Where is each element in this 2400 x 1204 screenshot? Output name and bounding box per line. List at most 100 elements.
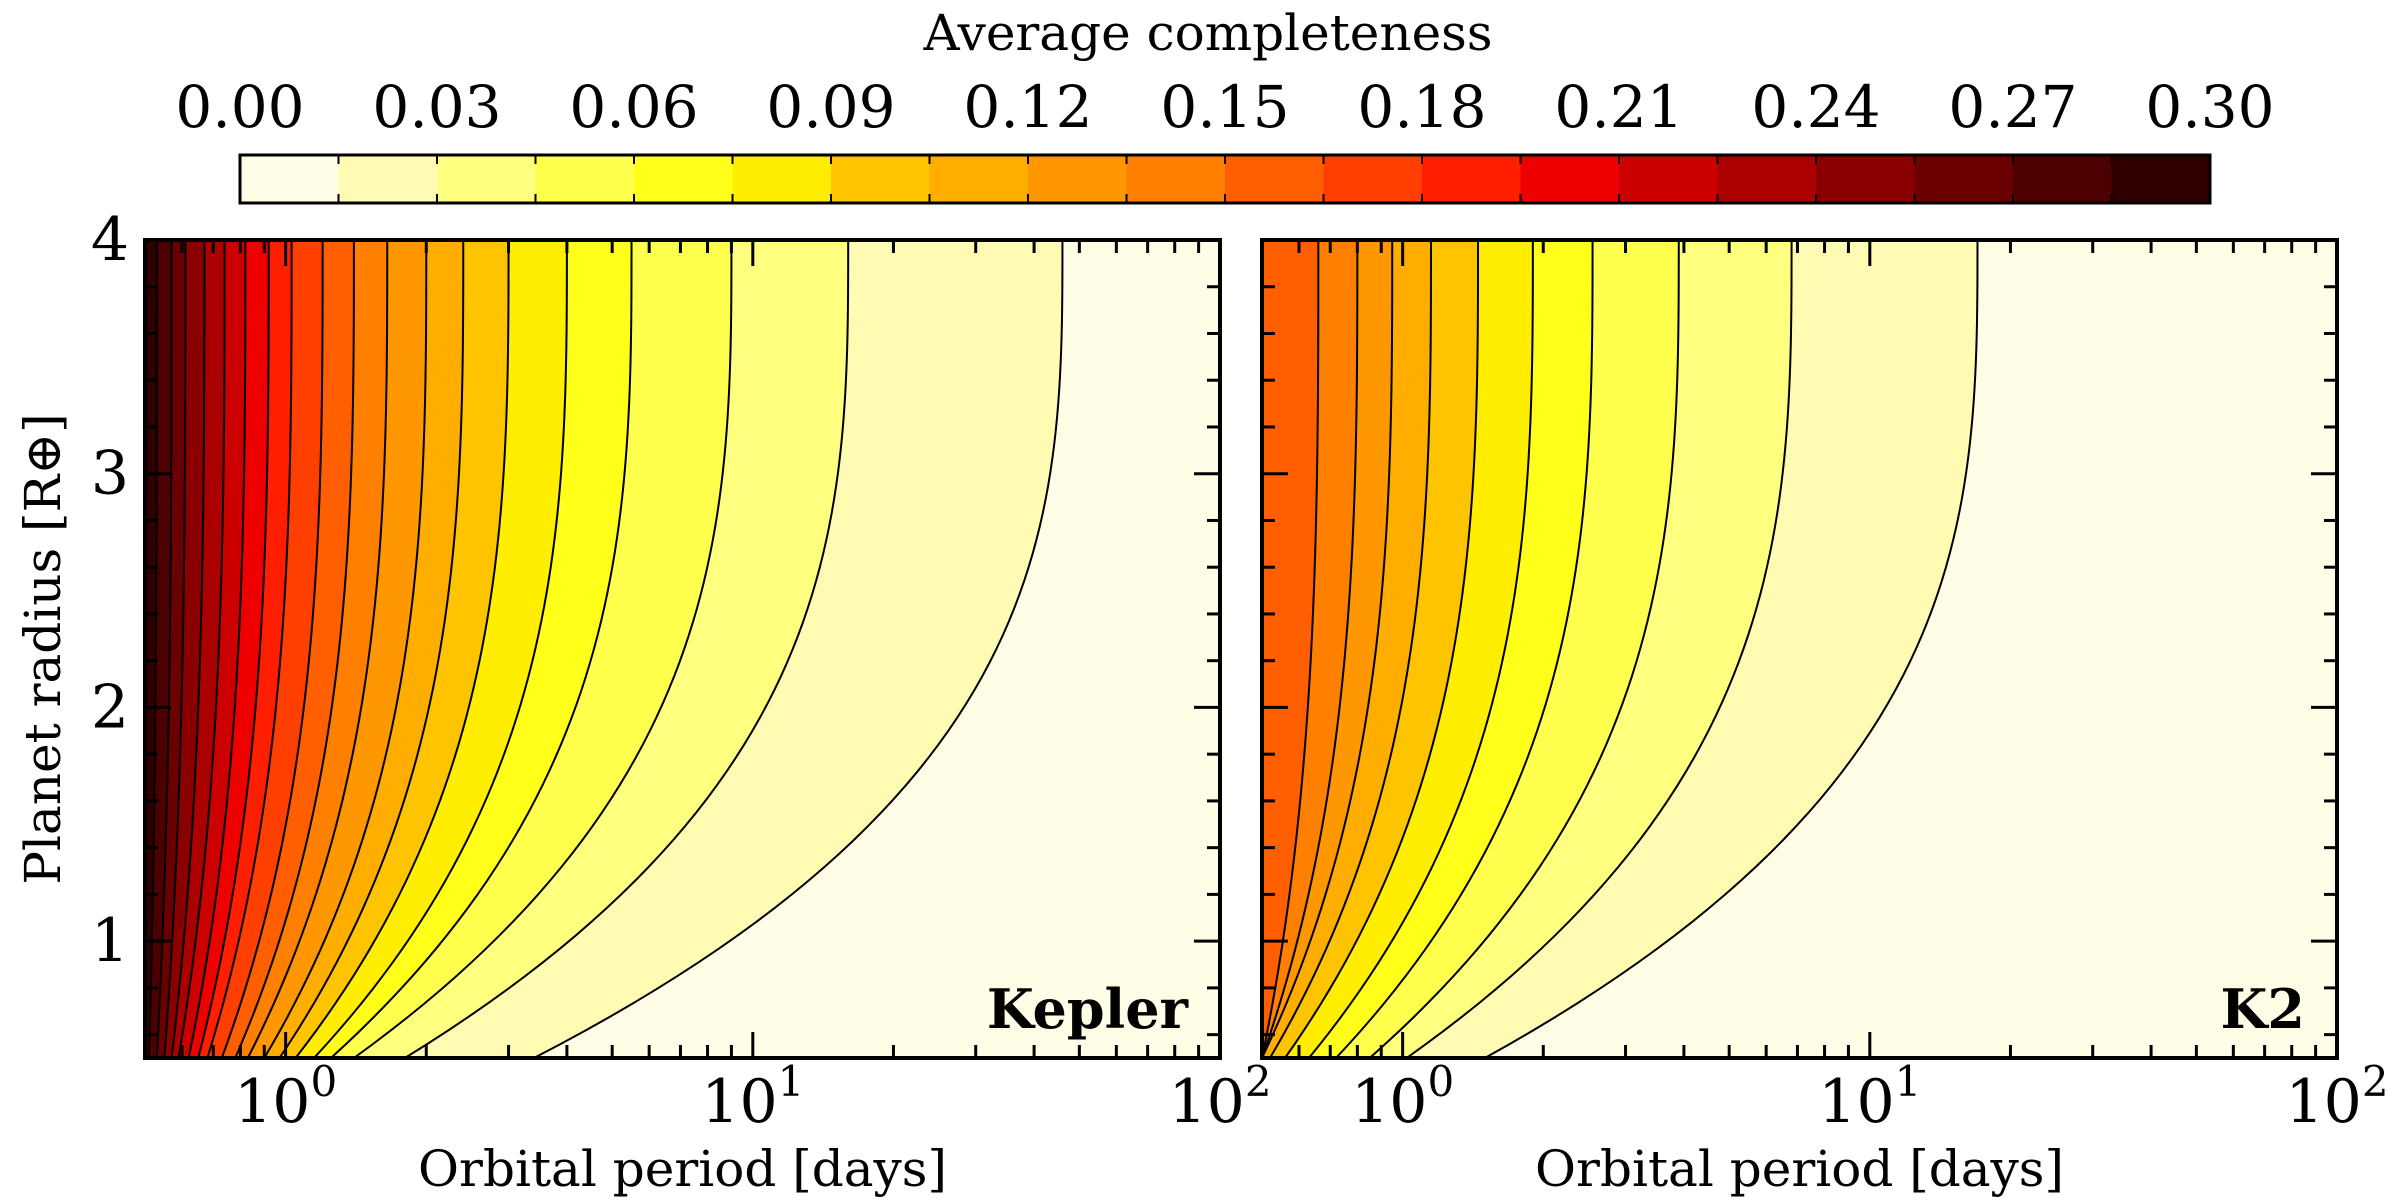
x-ticks	[1260, 240, 2339, 1058]
y-tick-label: 3	[91, 439, 129, 509]
contour-line	[294, 240, 510, 1058]
colorbar-cell	[1028, 155, 1128, 203]
x-tick-label-base: 10	[701, 1067, 777, 1137]
x-tick-label-exponent: 1	[778, 1057, 805, 1106]
contour-line	[1262, 240, 1394, 1058]
y-tick-label: 4	[91, 205, 129, 275]
colorbar-tick-label: 0.00	[175, 73, 304, 141]
contour-line	[313, 240, 568, 1058]
x-tick-label-base: 10	[1351, 1067, 1427, 1137]
colorbar-cell	[1225, 155, 1325, 203]
x-tick-label-base: 10	[2285, 1067, 2361, 1137]
colorbar-cell	[240, 155, 340, 203]
colorbar-cell	[1816, 155, 1916, 203]
y-tick-label: 1	[91, 906, 129, 976]
contour-line	[246, 240, 389, 1058]
y-ticks	[145, 238, 1220, 1037]
contour-fill-group	[145, 240, 1220, 1058]
contour-band	[1484, 240, 2337, 1058]
panel-label: Kepler	[987, 977, 1189, 1041]
contour-line	[404, 240, 850, 1058]
colorbar-cell	[2013, 155, 2113, 203]
colorbar-cell	[437, 155, 537, 203]
x-tick-label: 100	[234, 1057, 337, 1137]
colorbar-label: Average completeness	[922, 4, 1492, 62]
colorbar-tick-labels: 0.00 0.03 0.06 0.09 0.12 0.15 0.18 0.21 0.24 0.27…	[175, 73, 2274, 141]
x-tick-label-exponent: 0	[1427, 1057, 1454, 1106]
contour-line	[197, 240, 270, 1058]
colorbar-cell	[1422, 155, 1522, 203]
y-ticks	[1262, 238, 2337, 1037]
contour-line	[1262, 240, 1320, 1058]
contour-line	[206, 240, 293, 1058]
colorbar-tick-label: 0.30	[2145, 73, 2274, 141]
contour-line	[155, 240, 173, 1058]
colorbar-cell	[2111, 155, 2211, 203]
axes-frame	[1260, 238, 2339, 1060]
contour-line	[263, 240, 428, 1058]
contour-line	[177, 240, 226, 1058]
x-tick-label: 101	[701, 1057, 804, 1137]
contour-line	[1406, 240, 1793, 1058]
contour-line	[353, 240, 733, 1058]
contour-line	[533, 240, 1064, 1058]
colorbar-frame	[238, 153, 2212, 205]
contour-line	[1284, 240, 1480, 1058]
colorbar-tick-label: 0.27	[1948, 73, 2077, 141]
contour-line	[187, 240, 247, 1058]
colorbar-cell	[732, 155, 832, 203]
contour-line	[163, 240, 187, 1058]
contour-line	[1308, 240, 1534, 1058]
colorbar-cell	[1323, 155, 1423, 203]
colorbar-cell	[1619, 155, 1719, 203]
x-ticks	[143, 240, 1222, 1058]
colorbar-cell	[1914, 155, 2014, 203]
x-axis-label: Orbital period [days]	[1535, 1140, 2064, 1198]
colorbar-cell	[634, 155, 734, 203]
colorbar-cell	[1717, 155, 1817, 203]
colorbar-cell	[1126, 155, 1226, 203]
x-tick-label: 102	[1168, 1057, 1271, 1137]
contour-band	[533, 240, 1220, 1058]
x-tick-label-base: 10	[1168, 1067, 1244, 1137]
colorbar-cell	[338, 155, 438, 203]
contour-line	[148, 240, 158, 1058]
colorbar-cells	[238, 153, 2212, 205]
contour-line	[1262, 240, 1359, 1058]
colorbar-tick-label: 0.12	[963, 73, 1092, 141]
contour-line	[1269, 240, 1432, 1058]
colorbar-tick-label: 0.06	[569, 73, 698, 141]
x-tick-label: 102	[2285, 1057, 2388, 1137]
contour-line	[170, 240, 206, 1058]
panel-label: K2	[2220, 977, 2305, 1041]
x-tick-label-exponent: 1	[1895, 1057, 1922, 1106]
contour-line	[278, 240, 465, 1058]
contour-line	[1368, 240, 1680, 1058]
x-tick-label: 100	[1351, 1057, 1454, 1137]
colorbar-cell	[1520, 155, 1620, 203]
contour-line	[1484, 240, 1979, 1058]
colorbar-tick-label: 0.18	[1357, 73, 1486, 141]
x-tick-label-exponent: 0	[310, 1057, 337, 1106]
contour-fill-group	[1262, 240, 2337, 1058]
x-tick-label-exponent: 2	[2362, 1057, 2389, 1106]
colorbar-tick-label: 0.21	[1554, 73, 1683, 141]
colorbar-tick-label: 0.24	[1751, 73, 1880, 141]
colorbar: Average completeness 0.00 0.03 0.06 0.09 0.1…	[175, 4, 2275, 205]
colorbar-cell	[929, 155, 1029, 203]
x-tick-label-base: 10	[1818, 1067, 1894, 1137]
colorbar-cell	[831, 155, 931, 203]
x-tick-label-exponent: 2	[1245, 1057, 1272, 1106]
x-axis-label: Orbital period [days]	[418, 1140, 947, 1198]
x-tick-label: 101	[1818, 1057, 1921, 1137]
colorbar-tick-label: 0.09	[766, 73, 895, 141]
contour-line	[330, 240, 633, 1058]
colorbar-tick-label: 0.03	[372, 73, 501, 141]
colorbar-tick-label: 0.15	[1160, 73, 1289, 141]
y-axis-label: Planet radius [R⊕]	[14, 413, 72, 884]
x-tick-label-base: 10	[234, 1067, 310, 1137]
